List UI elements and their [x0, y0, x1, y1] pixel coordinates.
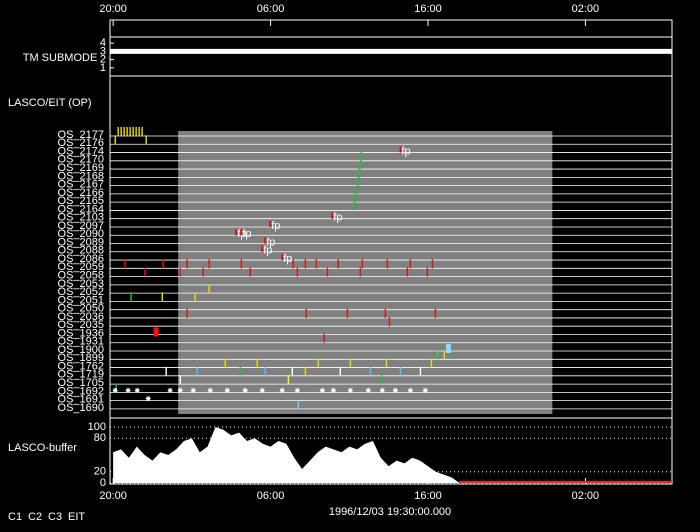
row-label: OS_2164 — [58, 203, 104, 215]
x-tick-label-top: 02:00 — [572, 3, 600, 15]
event-star — [407, 387, 413, 393]
buffer-tick-label: 0 — [100, 477, 106, 489]
row-label: OS_2097 — [58, 220, 104, 232]
row-label: OS_2050 — [58, 303, 104, 315]
row-label: OS_1899 — [58, 352, 104, 364]
x-tick-label-bottom: 16:00 — [414, 490, 442, 502]
x-tick-label-top: 06:00 — [257, 3, 285, 15]
legend-entry: C3 — [48, 511, 62, 523]
tm-tick-label: 4 — [100, 37, 106, 49]
ops-label: LASCO/EIT (OP) — [8, 97, 92, 109]
highlight-band — [178, 131, 553, 414]
event-star — [259, 387, 265, 393]
row-label: OS_2052 — [58, 286, 104, 298]
event-label: fp — [242, 228, 251, 240]
row-label: OS_1692 — [58, 385, 104, 397]
row-label: OS_2059 — [58, 261, 104, 273]
x-tick-label-bottom: 02:00 — [572, 490, 600, 502]
event-star — [330, 387, 336, 393]
event-star — [379, 387, 385, 393]
event-star — [167, 387, 173, 393]
event-block — [445, 344, 451, 354]
row-label: OS_2090 — [58, 228, 104, 240]
buffer-tick-label: 20 — [94, 466, 106, 478]
event-star — [392, 387, 398, 393]
row-label: OS_2051 — [58, 294, 104, 306]
event-star — [279, 387, 285, 393]
x-tick-label-top: 20:00 — [99, 3, 127, 15]
tm-label: TM SUBMODE — [23, 52, 98, 64]
row-label: OS_2035 — [58, 319, 104, 331]
event-label: fp — [266, 236, 275, 248]
row-label: OS_2088 — [58, 245, 104, 257]
event-star — [294, 387, 300, 393]
buffer-label: LASCO-buffer — [8, 442, 77, 454]
row-label: OS_2036 — [58, 311, 104, 323]
row-label: OS_2174 — [58, 145, 104, 157]
event-star — [125, 387, 131, 393]
event-star — [134, 387, 140, 393]
event-star — [347, 387, 353, 393]
legend-entry: C2 — [28, 511, 42, 523]
x-tick-label-bottom: 06:00 — [257, 490, 285, 502]
row-label: OS_2166 — [58, 187, 104, 199]
row-label: OS_2169 — [58, 162, 104, 174]
buffer-area — [113, 427, 460, 483]
row-label: OS_1691 — [58, 394, 104, 406]
event-block — [153, 327, 159, 337]
row-label: OS_2177 — [58, 129, 104, 141]
event-star — [365, 387, 371, 393]
row-label: OS_1931 — [58, 336, 104, 348]
event-label: fp — [283, 253, 292, 265]
row-label: OS_1900 — [58, 344, 104, 356]
event-star — [422, 387, 428, 393]
event-star — [190, 387, 196, 393]
legend-entry: EIT — [68, 511, 85, 523]
tm-tick-label: 1 — [100, 62, 106, 74]
event-star — [177, 387, 183, 393]
legend-entry: C1 — [8, 511, 22, 523]
buffer-tick-label: 80 — [94, 432, 106, 444]
event-label: fp — [401, 145, 410, 157]
event-label: fp — [333, 212, 342, 224]
tm-tick-label: 3 — [100, 45, 106, 57]
row-label: OS_2103 — [58, 212, 104, 224]
row-label: OS_1762 — [58, 360, 104, 372]
event-star — [242, 387, 248, 393]
tm-tick-label: 2 — [100, 54, 106, 66]
row-label: OS_2165 — [58, 195, 104, 207]
event-star — [319, 387, 325, 393]
x-tick-label-bottom: 20:00 — [99, 490, 127, 502]
event-star — [224, 387, 230, 393]
row-label: OS_2089 — [58, 236, 104, 248]
event-star — [207, 387, 213, 393]
row-label: OS_2167 — [58, 179, 104, 191]
row-label: OS_1936 — [58, 327, 104, 339]
row-label: OS_2053 — [58, 278, 104, 290]
event-label: fp — [271, 220, 280, 232]
row-label: OS_1690 — [58, 402, 104, 414]
row-label: OS_2168 — [58, 170, 104, 182]
row-label: OS_2086 — [58, 253, 104, 265]
event-star — [145, 396, 151, 402]
row-label: OS_1719 — [58, 369, 104, 381]
row-label: OS_2170 — [58, 154, 104, 166]
buffer-tick-label: 100 — [88, 421, 106, 433]
row-label: OS_2176 — [58, 137, 104, 149]
event-star — [112, 387, 118, 393]
event-label: fp — [263, 245, 272, 257]
date-label: 1996/12/03 19:30:00.000 — [329, 506, 451, 518]
x-tick-label-top: 16:00 — [414, 3, 442, 15]
row-label: OS_2058 — [58, 269, 104, 281]
row-label: OS_1705 — [58, 377, 104, 389]
